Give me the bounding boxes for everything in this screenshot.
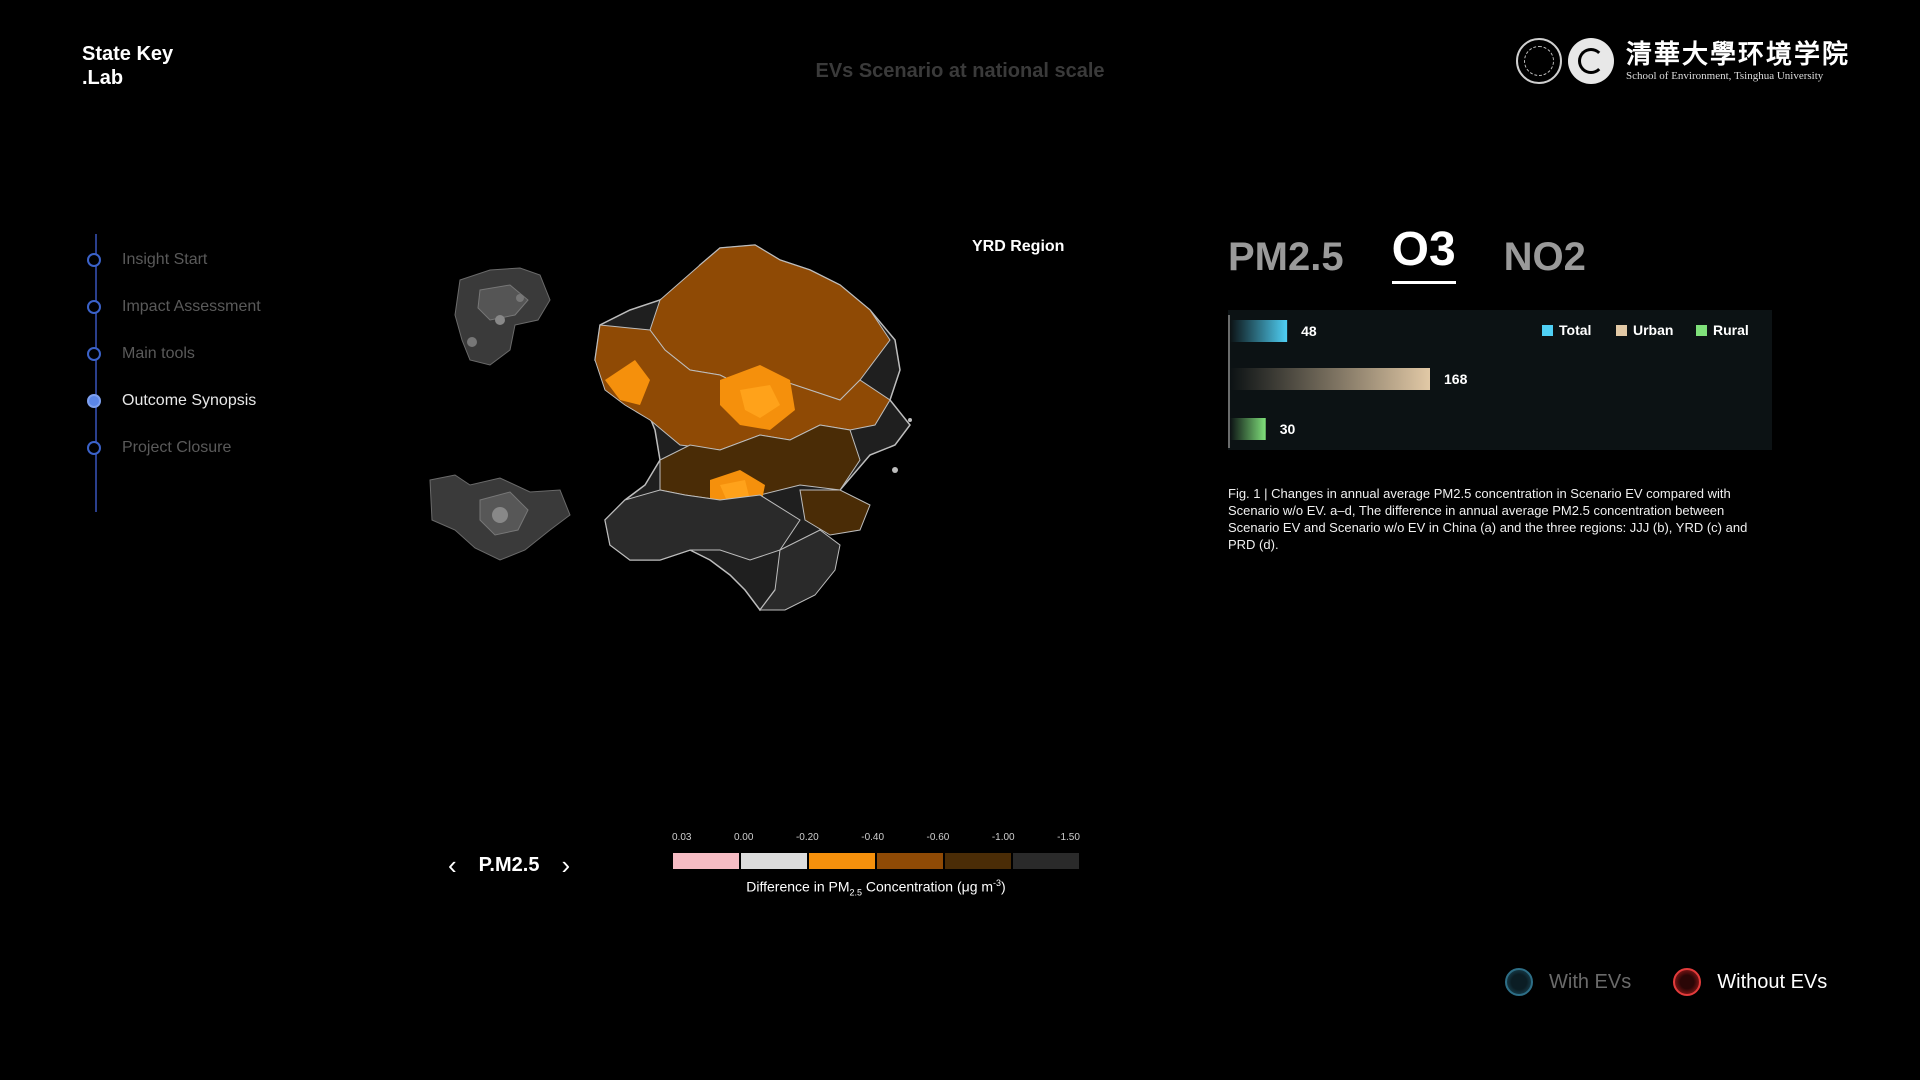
- legend-label-rural: Rural: [1713, 322, 1749, 338]
- nav-timeline-line: [95, 234, 97, 512]
- nav-item-project-closure[interactable]: Project Closure: [87, 438, 231, 458]
- yrd-main-map[interactable]: [594, 244, 912, 612]
- nav-dot-icon: [87, 253, 101, 267]
- nav-item-label: Insight Start: [122, 251, 208, 268]
- legend-tick: -1.50: [1057, 832, 1080, 843]
- without-evs-option[interactable]: Without EVs: [1673, 968, 1827, 996]
- nav-item-label: Impact Assessment: [122, 298, 261, 315]
- region-label: YRD Region: [972, 238, 1065, 255]
- pollutant-tabs: PM2.5 O3 NO2: [1228, 222, 1586, 284]
- jjj-mini-map[interactable]: [454, 267, 551, 366]
- bar-urban[interactable]: [1230, 368, 1430, 390]
- with-evs-dot-icon: [1505, 968, 1533, 996]
- color-legend: 0.03 0.00 -0.20 -0.40 -0.60 -1.00 -1.50 …: [672, 832, 1080, 897]
- university-logo: 清華大學环境学院 School of Environment, Tsinghua…: [1515, 38, 1850, 84]
- tab-no2[interactable]: NO2: [1503, 235, 1586, 279]
- progress-nav: Insight Start Impact Assessment Main too…: [87, 234, 395, 512]
- bar-value-label: 168: [1444, 371, 1468, 387]
- nav-item-label: Main tools: [122, 345, 195, 362]
- legend-tick: 0.00: [733, 832, 754, 843]
- legend-tick: -0.20: [795, 832, 819, 843]
- legend-swatch-total: [1542, 325, 1553, 336]
- logo-english-name: School of Environment, Tsinghua Universi…: [1625, 70, 1824, 82]
- tab-pm25[interactable]: PM2.5: [1228, 235, 1344, 279]
- legend-swatch: [808, 852, 876, 870]
- bar-value-label: 48: [1301, 323, 1317, 339]
- brand-line-1: State Key: [82, 43, 174, 65]
- legend-swatch: [944, 852, 1012, 870]
- nav-item-insight-start[interactable]: Insight Start: [87, 250, 207, 270]
- region-map: [429, 244, 912, 612]
- legend-swatch: [740, 852, 808, 870]
- school-emblem-icon: [1567, 38, 1614, 84]
- brand-line-2: .Lab: [82, 67, 124, 89]
- without-evs-label: Without EVs: [1717, 970, 1828, 993]
- legend-tick: -0.40: [861, 832, 885, 843]
- legend-swatch-rural: [1696, 325, 1707, 336]
- legend-color-bar: [672, 852, 1080, 870]
- prd-mini-map[interactable]: [429, 474, 571, 561]
- nav-item-label: Outcome Synopsis: [122, 392, 257, 409]
- nav-item-label: Project Closure: [122, 439, 232, 456]
- logo-chinese-name: 清華大學环境学院: [1625, 40, 1850, 70]
- legend-tick: 0.03: [672, 832, 692, 843]
- without-evs-dot-icon: [1673, 968, 1702, 996]
- figure-caption: Fig. 1 | Changes in annual average PM2.5…: [1228, 486, 1748, 552]
- nav-dot-active-icon: [87, 394, 101, 408]
- legend-ticks: 0.03 0.00 -0.20 -0.40 -0.60 -1.00 -1.50: [672, 832, 1080, 846]
- legend-title: Difference in PM2.5 Concentration (μg m-…: [746, 878, 1006, 898]
- legend-label-urban: Urban: [1633, 322, 1673, 338]
- nav-dot-icon: [87, 441, 101, 455]
- university-seal-icon: [1515, 38, 1562, 84]
- nav-item-main-tools[interactable]: Main tools: [87, 344, 195, 364]
- pollutant-pager: ‹ P.M2.5 ›: [448, 852, 570, 878]
- chevron-left-icon[interactable]: ‹: [448, 850, 457, 880]
- tab-o3[interactable]: O3: [1391, 222, 1456, 284]
- bar-rural[interactable]: [1230, 418, 1266, 440]
- legend-swatch-urban: [1616, 325, 1627, 336]
- with-evs-option[interactable]: With EVs: [1505, 968, 1631, 996]
- nav-item-outcome-synopsis[interactable]: Outcome Synopsis: [87, 391, 256, 411]
- legend-swatch: [1012, 852, 1080, 870]
- with-evs-label: With EVs: [1549, 970, 1632, 993]
- bar-total[interactable]: [1230, 320, 1288, 342]
- brand-logo: State Key .Lab: [82, 42, 173, 90]
- chevron-right-icon[interactable]: ›: [561, 850, 571, 880]
- legend-swatch: [672, 852, 740, 870]
- bar-value-label: 30: [1280, 421, 1296, 437]
- pager-label: P.M2.5: [478, 853, 540, 876]
- concentration-bar-chart: 48 168 30 Total Urban Rural: [1228, 310, 1772, 450]
- nav-dot-icon: [87, 300, 101, 314]
- nav-item-impact-assessment[interactable]: Impact Assessment: [87, 297, 261, 317]
- legend-label-total: Total: [1559, 322, 1591, 338]
- scenario-toggle: With EVs Without EVs: [1505, 968, 1869, 996]
- page-title: EVs Scenario at national scale: [815, 60, 1105, 82]
- legend-tick: -1.00: [991, 832, 1015, 843]
- legend-tick: -0.60: [926, 832, 950, 843]
- legend-swatch: [876, 852, 944, 870]
- nav-dot-icon: [87, 347, 101, 361]
